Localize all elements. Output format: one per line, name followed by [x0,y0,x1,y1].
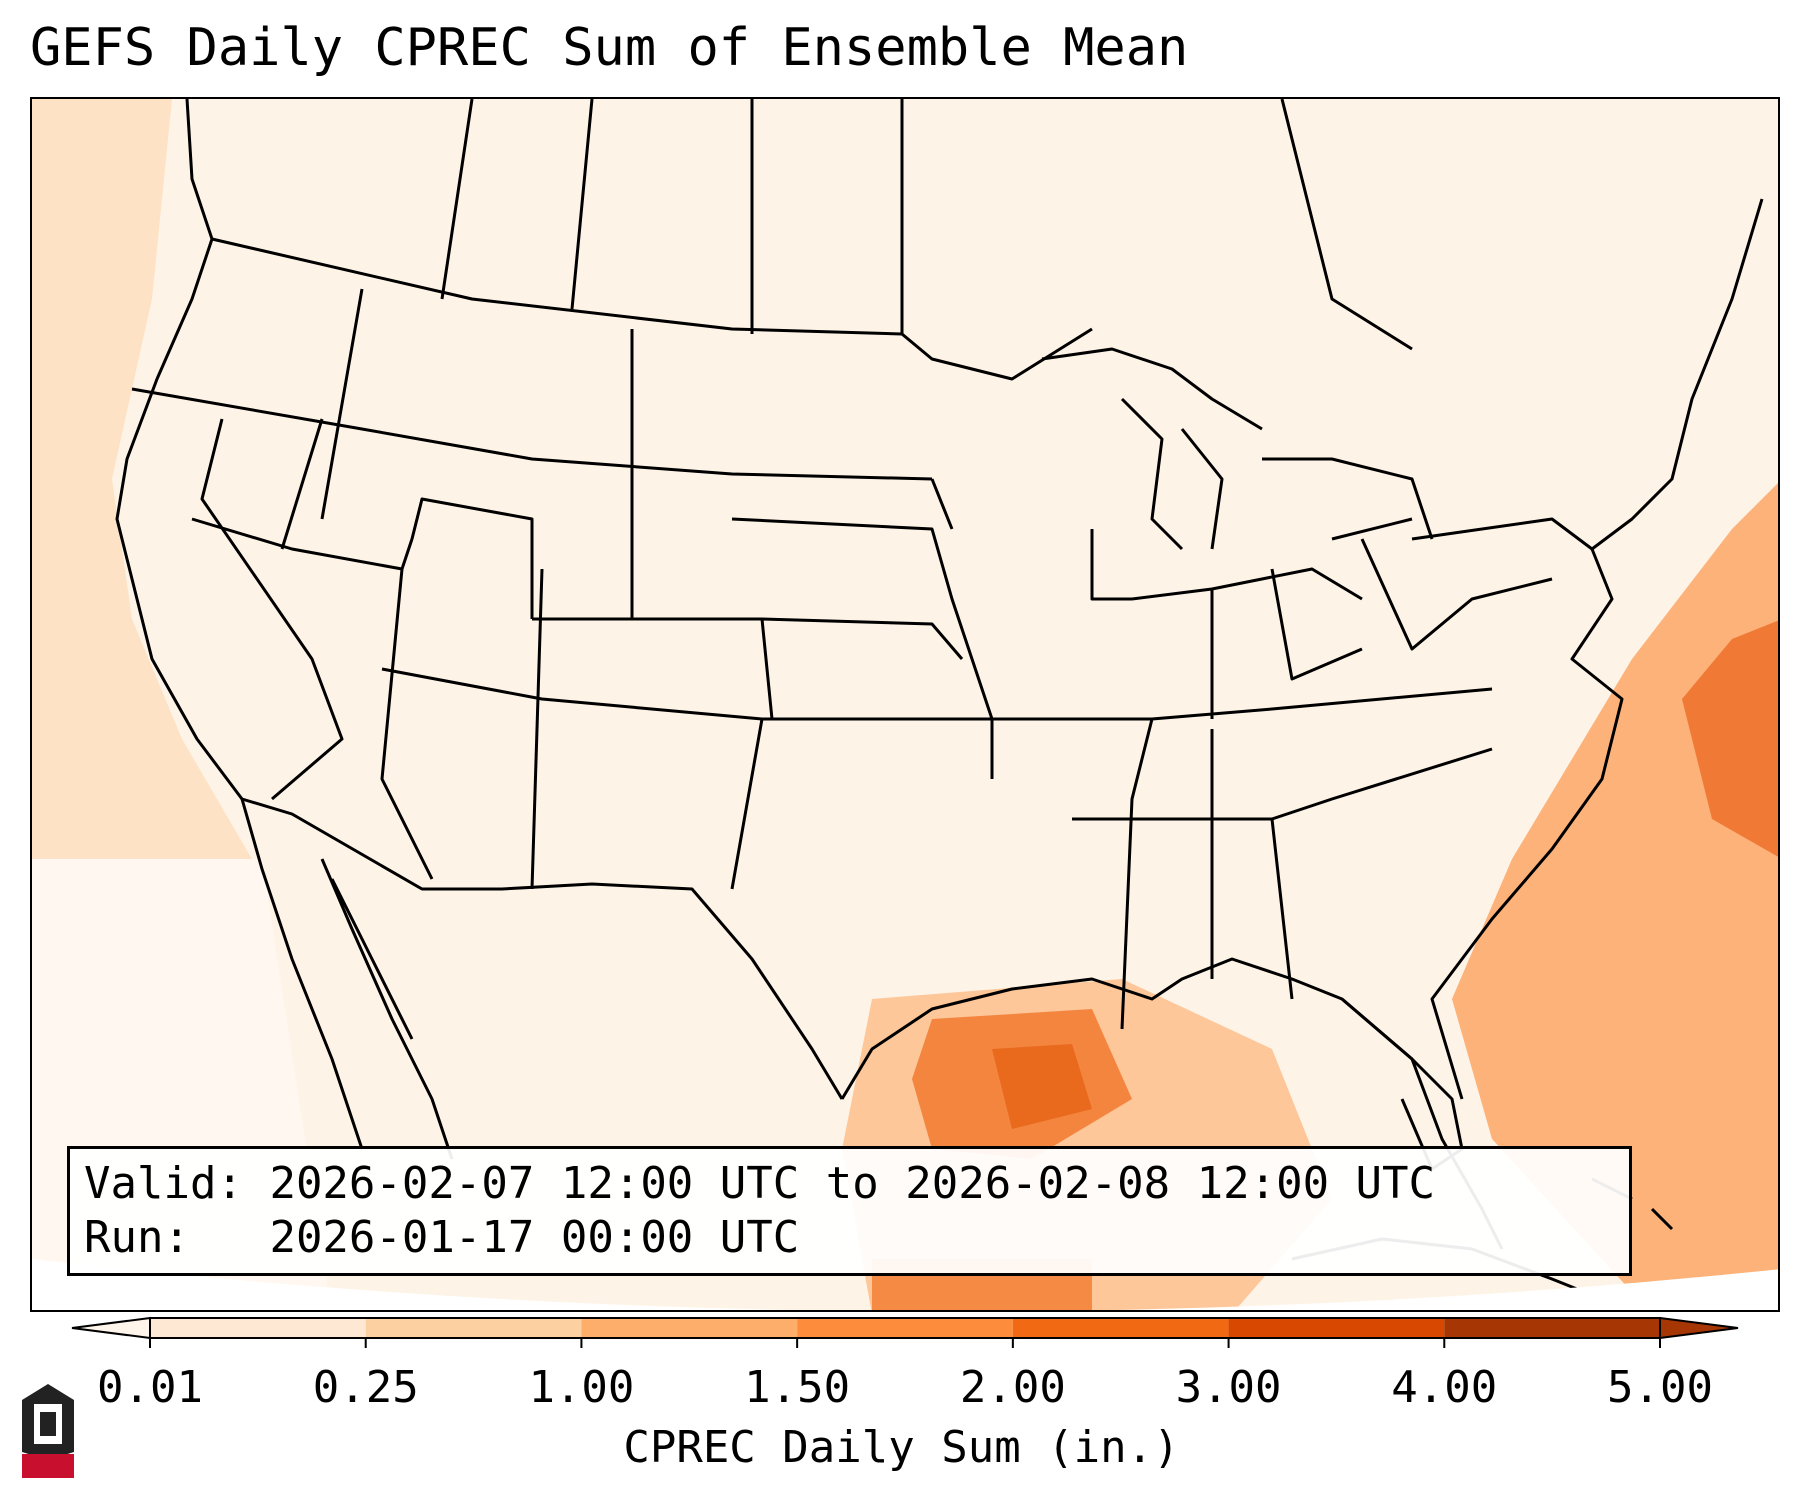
colorbar-segment [1012,1318,1229,1338]
precip-atlantic-core [1682,620,1778,857]
map-borders [115,99,1764,1301]
valid-value: 2026-02-07 12:00 UTC to 2026-02-08 12:00… [269,1158,1436,1209]
colorbar-segment [1444,1318,1660,1338]
colorbar-tick-label: 5.00 [1607,1362,1713,1413]
colorbar-extend-low [71,1316,151,1340]
map-domain-edge [32,1259,1778,1310]
colorbar-tick-label: 4.00 [1391,1362,1498,1413]
colorbar-label: CPREC Daily Sum (in.) [623,1422,1180,1473]
run-label: Run: [84,1212,190,1263]
colorbar-tick-label: 0.25 [312,1362,419,1413]
colorbar-tick-label: 2.00 [959,1362,1066,1413]
us-mexico-border [241,797,844,1100]
colorbar-tick-label: 3.00 [1175,1362,1282,1413]
canada-province-lines [320,99,1413,520]
colorbar-extend-high [1659,1316,1739,1340]
map-canvas [32,99,1778,1310]
us-state-lines [131,329,1593,1030]
valid-label: Valid: [84,1158,243,1209]
colorbar-segment [1228,1318,1445,1338]
precipitation-map [30,97,1780,1312]
precip-pacific-band [32,99,252,859]
west-coastline [115,99,364,1150]
colorbar-segment [150,1318,366,1338]
validity-info-box: Valid: 2026-02-07 12:00 UTC to 2026-02-0… [67,1146,1632,1276]
great-lakes-shoreline [1041,347,1434,551]
colorbar-segment [581,1318,798,1338]
colorbar-border [149,1317,1661,1339]
colorbar-segment [797,1318,1013,1338]
map-title: GEFS Daily CPREC Sum of Ensemble Mean [30,18,1189,78]
baja-coastline [320,858,454,1160]
colorbar-svg [71,1316,1739,1348]
east-coastline [1430,198,1764,1100]
niu-logo [18,1382,78,1480]
colorbar-tick-label: 0.01 [97,1362,203,1413]
colorbar-tick-label: 1.00 [528,1362,635,1413]
colorbar-tick-label: 1.50 [744,1362,851,1413]
gulf-coastline [840,957,1464,1171]
colorbar [70,1308,1740,1358]
colorbar-segment [365,1318,582,1338]
niu-logo-icon [22,1384,74,1478]
run-value: 2026-01-17 00:00 UTC [269,1212,800,1263]
precip-gulf-max [992,1044,1092,1129]
